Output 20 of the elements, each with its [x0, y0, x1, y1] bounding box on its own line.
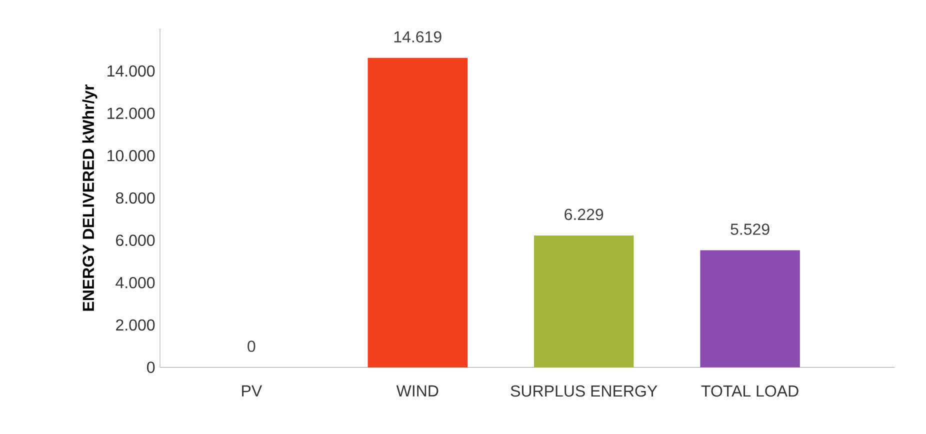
- y-tick-label: 4.000: [116, 276, 155, 288]
- x-tick-label: PV: [242, 385, 262, 396]
- y-tick-label: 2.000: [116, 319, 155, 331]
- bar: [700, 250, 800, 368]
- y-tick-label: 0: [147, 362, 155, 373]
- bar: [534, 235, 634, 368]
- y-axis-title: ENERGY DELIVERED kWhr/yr: [82, 84, 98, 311]
- x-tick-label: SURPLUS ENERGY: [510, 385, 658, 397]
- data-label: 5.529: [730, 224, 770, 235]
- data-label: 6.229: [564, 208, 604, 220]
- y-tick-label: 10.000: [108, 150, 155, 162]
- y-tick-label: 8.000: [116, 192, 155, 204]
- x-tick-label: WIND: [396, 385, 438, 396]
- data-label: 0: [248, 340, 256, 352]
- data-label: 14.619: [394, 31, 442, 42]
- bar: [368, 58, 468, 368]
- y-tick-label: 6.000: [116, 234, 155, 246]
- x-tick-label: TOTAL LOAD: [701, 385, 798, 397]
- y-tick-label: 14.000: [108, 65, 155, 77]
- y-tick-label: 12.000: [108, 108, 155, 119]
